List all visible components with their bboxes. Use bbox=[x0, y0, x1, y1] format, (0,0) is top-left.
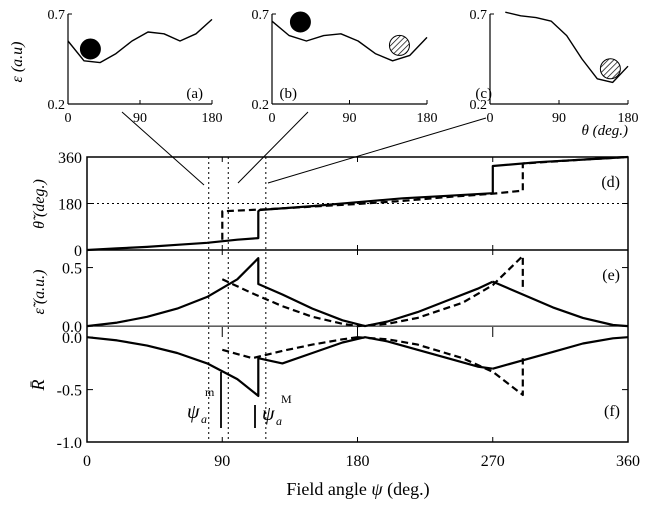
panel-f-xtick-label: 0 bbox=[83, 453, 91, 470]
inset-a-xtick-label: 180 bbox=[202, 111, 223, 126]
panel-e-series-dashed-3 bbox=[357, 254, 524, 328]
inset-b-xtick-label: 0 bbox=[269, 111, 276, 126]
panel-d-ylabel: θ̃ (deg.) bbox=[31, 179, 48, 229]
panel-f-xtick-label: 90 bbox=[214, 453, 230, 470]
inset-b-energy-curve bbox=[271, 20, 428, 62]
panel-d-ytick-label: 0 bbox=[74, 243, 82, 260]
panel-e-ytick-label: 0.0 bbox=[62, 319, 82, 336]
inset-a-energy-curve bbox=[67, 18, 213, 64]
inset-a-ball-filled bbox=[79, 38, 101, 60]
panel-f-xlabel: Field angle ψ (deg.) bbox=[286, 479, 429, 500]
inset-c-xlabel: θ (deg.) bbox=[581, 123, 628, 139]
inset-c-xtick-label: 90 bbox=[552, 111, 566, 126]
inset-c-xtick-label: 0 bbox=[487, 111, 494, 126]
inset-b-ytick-label: 0.2 bbox=[252, 98, 270, 113]
annotation-psi-M-sup: M bbox=[281, 392, 292, 406]
inset-c-energy-curve bbox=[505, 11, 629, 84]
panel-f-xtick-label: 360 bbox=[616, 453, 640, 470]
annotation-psi-M: ψ bbox=[262, 403, 275, 425]
connector-a bbox=[121, 111, 205, 186]
panel-d-ytick-label: 180 bbox=[58, 197, 82, 214]
inset-a-xtick-label: 0 bbox=[65, 111, 72, 126]
panel-d-label: (d) bbox=[601, 174, 620, 191]
inset-b-ball-filled bbox=[289, 11, 311, 33]
panel-f-series-solid-1 bbox=[492, 336, 629, 370]
panel-f-series-dashed-2 bbox=[222, 336, 358, 360]
inset-a-ytick-label: 0.7 bbox=[48, 8, 66, 23]
inset-c-ytick-label: 0.7 bbox=[470, 8, 488, 23]
panel-f-ytick-label: -1.0 bbox=[57, 435, 82, 452]
connector-b bbox=[237, 111, 309, 184]
panel-f-ytick-label: 0.0 bbox=[62, 330, 82, 347]
panel-e-ylabel: ε̃ (a.u.) bbox=[31, 270, 48, 315]
inset-a-panel-label: (a) bbox=[186, 86, 203, 102]
inset-b-ball-hatched bbox=[388, 34, 410, 56]
inset-b-xtick-label: 180 bbox=[417, 111, 438, 126]
inset-c-xtick-label: 180 bbox=[618, 111, 639, 126]
panel-f-xtick-label: 270 bbox=[481, 453, 505, 470]
panel-f-ytick-label: -0.5 bbox=[57, 383, 82, 400]
inset-c-ytick-label: 0.2 bbox=[470, 98, 488, 113]
inset-b-ytick-label: 0.7 bbox=[252, 8, 270, 23]
panel-f-xtick-label: 180 bbox=[346, 453, 370, 470]
panel-e-series-dashed-2 bbox=[221, 278, 358, 328]
panel-f-label: (f) bbox=[604, 403, 620, 420]
inset-b-xtick-label: 90 bbox=[343, 111, 357, 126]
inset-b-panel-label: (b) bbox=[280, 86, 298, 102]
inset-c-panel-label: (c) bbox=[475, 86, 492, 102]
connector-c bbox=[267, 117, 487, 184]
annotation-psi-m-sub: a bbox=[201, 412, 207, 426]
inset-a-ylabel: ε (a.u) bbox=[9, 42, 26, 83]
panel-f-series-dashed-3 bbox=[357, 336, 524, 396]
panel-e-label: (e) bbox=[602, 267, 620, 284]
main-frame bbox=[86, 156, 629, 443]
annotation-psi-M-sub: a bbox=[276, 414, 282, 428]
inset-a-ytick-label: 0.2 bbox=[48, 98, 66, 113]
inset-c-ball-hatched bbox=[599, 58, 621, 80]
panel-e-series-solid-1 bbox=[492, 280, 629, 328]
panel-e-series-solid-0 bbox=[86, 257, 494, 328]
panel-e-ytick-label: 0.5 bbox=[62, 261, 82, 278]
annotation-psi-m: ψ bbox=[187, 401, 200, 423]
inset-a-xtick-label: 90 bbox=[133, 111, 147, 126]
panel-d-ytick-label: 360 bbox=[58, 150, 82, 167]
panel-f-ylabel: R̄ bbox=[28, 380, 48, 392]
annotation-psi-m-sup: m bbox=[205, 385, 215, 399]
panel-d-series-dashed-1 bbox=[221, 155, 629, 240]
panel-f-series-solid-0 bbox=[86, 336, 493, 397]
